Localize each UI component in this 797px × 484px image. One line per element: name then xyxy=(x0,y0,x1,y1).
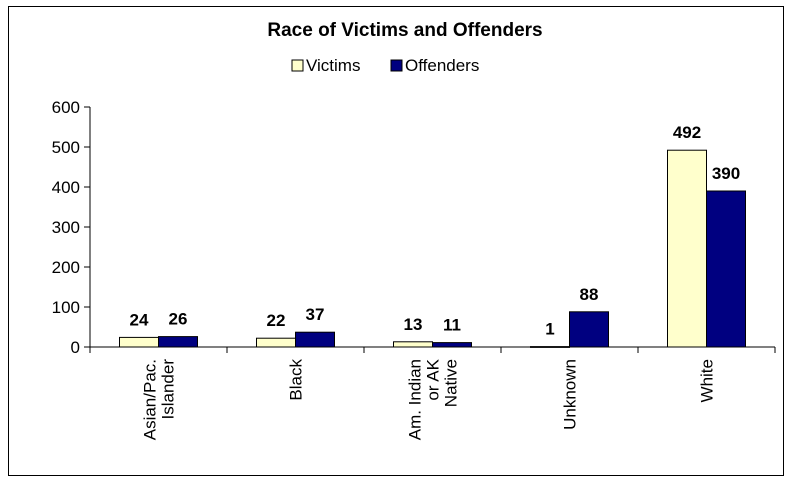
bar-offenders-0 xyxy=(158,336,198,348)
y-tick-label: 500 xyxy=(52,138,80,157)
y-tick-label: 0 xyxy=(71,338,80,357)
y-axis: 0 100 200 300 400 500 600 xyxy=(52,98,91,357)
x-category-label: Asian/Pac. Islander xyxy=(141,359,178,441)
x-axis: Asian/Pac. Islander Black Am. Indian or AK Na… xyxy=(89,346,776,441)
legend: Victims Offenders xyxy=(291,56,479,75)
y-tick-label: 200 xyxy=(52,258,80,277)
x-category-label-line: Islander xyxy=(159,359,178,420)
legend-swatch-offenders xyxy=(390,59,403,72)
x-category-label-line: Unknown xyxy=(561,359,580,430)
x-category-label: White xyxy=(698,359,717,402)
bar-offenders-4 xyxy=(706,190,746,348)
x-category-label: Am. Indian or AK Native xyxy=(406,358,461,440)
data-label-offenders-1: 37 xyxy=(306,305,325,324)
x-category-label-line: or AK xyxy=(424,358,443,400)
x-category-label: Unknown xyxy=(561,359,580,430)
data-label-victims-3: 1 xyxy=(545,320,554,339)
data-label-offenders-3: 88 xyxy=(580,285,599,304)
data-label-victims-1: 22 xyxy=(267,311,286,330)
y-tick-label: 600 xyxy=(52,98,80,117)
y-tick-label: 400 xyxy=(52,178,80,197)
data-label-offenders-2: 11 xyxy=(443,316,461,335)
bar-offenders-2 xyxy=(432,342,472,348)
bars xyxy=(119,149,746,348)
chart-title: Race of Victims and Offenders xyxy=(267,20,542,41)
data-label-offenders-4: 390 xyxy=(712,164,740,183)
x-category-label-line: White xyxy=(698,359,717,402)
x-category-label-line: Am. Indian xyxy=(406,359,425,440)
x-category-label-line: Black xyxy=(287,359,306,401)
legend-label-offenders: Offenders xyxy=(405,56,479,75)
bar-victims-4 xyxy=(667,149,707,348)
data-label-victims-0: 24 xyxy=(130,310,149,329)
bar-offenders-3 xyxy=(569,311,609,348)
data-label-victims-2: 13 xyxy=(404,315,423,334)
legend-swatch-victims xyxy=(291,59,304,72)
x-category-label: Black xyxy=(287,359,306,401)
chart-frame: Race of Victims and Offenders Victims Of… xyxy=(8,6,784,476)
bar-victims-1 xyxy=(256,337,296,348)
data-label-offenders-0: 26 xyxy=(169,310,188,329)
bar-victims-0 xyxy=(119,336,159,348)
x-category-label-line: Native xyxy=(442,359,461,407)
bar-victims-2 xyxy=(393,341,433,348)
legend-label-victims: Victims xyxy=(306,56,360,75)
data-label-victims-4: 492 xyxy=(673,123,701,142)
bar-chart: Race of Victims and Offenders Victims Of… xyxy=(52,20,776,441)
x-category-label-line: Asian/Pac. xyxy=(141,359,160,440)
y-tick-label: 300 xyxy=(52,218,80,237)
bar-offenders-1 xyxy=(295,331,335,348)
y-tick-label: 100 xyxy=(52,298,80,317)
